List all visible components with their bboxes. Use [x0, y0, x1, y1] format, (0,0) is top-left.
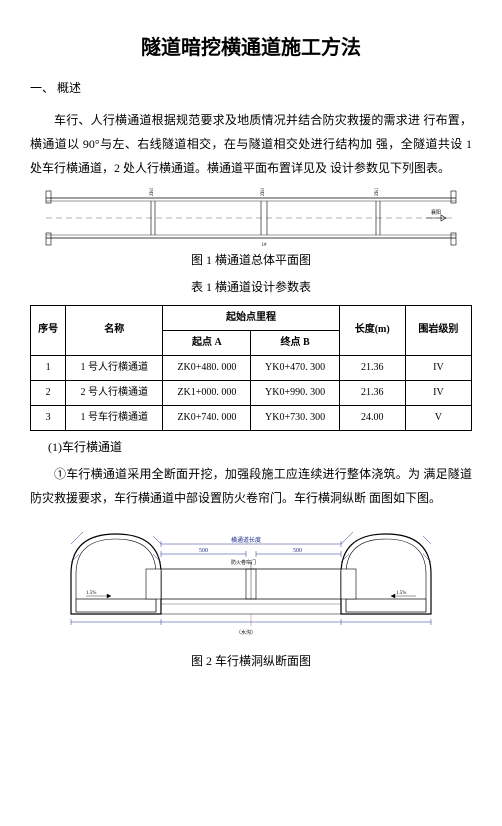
th-name: 名称 [66, 305, 163, 355]
cell-len: 24.00 [339, 405, 405, 430]
cell-len: 21.36 [339, 355, 405, 380]
cell-rock: V [405, 405, 471, 430]
plan-label-left: ZK0+480.000 [150, 188, 155, 196]
dim-mid-label: 横通道长度 [231, 536, 261, 544]
cell-rock: IV [405, 355, 471, 380]
cell-name: 1 号人行横通道 [66, 355, 163, 380]
cell-a: ZK0+480. 000 [163, 355, 251, 380]
parameter-table: 序号 名称 起始点里程 长度(m) 围岩级别 起点 A 终点 B 1 1 号人行… [30, 305, 472, 431]
cell-rock: IV [405, 380, 471, 405]
plan-label-right: ZK1+000.000 [375, 188, 380, 196]
cell-name: 1 号车行横通道 [66, 405, 163, 430]
cell-name: 2 号人行横通道 [66, 380, 163, 405]
document-title: 隧道暗挖横通道施工方法 [30, 30, 472, 66]
th-length: 长度(m) [339, 305, 405, 355]
th-rock: 围岩级别 [405, 305, 471, 355]
right-tunnel: 1.5% [341, 532, 431, 614]
slope-right-label: 1.5% [396, 591, 406, 596]
th-point-a: 起点 A [163, 330, 251, 355]
figure-2-caption: 图 2 车行横洞纵断面图 [30, 651, 472, 673]
figure-2-section-view: 1.5% 1.5% [30, 514, 472, 649]
th-point-b: 终点 B [251, 330, 339, 355]
drain-label: （水沟） [236, 629, 256, 636]
plan-label-mid: ZK0+740.000 [261, 188, 266, 196]
subheading-1: (1)车行横通道 [48, 437, 472, 459]
cell-idx: 3 [31, 405, 66, 430]
cell-b: YK0+730. 300 [251, 405, 339, 430]
table-row: 3 1 号车行横通道 ZK0+740. 000 YK0+730. 300 24.… [31, 405, 472, 430]
cell-a: ZK1+000. 000 [163, 380, 251, 405]
cell-b: YK0+470. 300 [251, 355, 339, 380]
cell-b: YK0+990. 300 [251, 380, 339, 405]
fire-door-label: 防火卷帘门 [231, 559, 256, 566]
table-1-caption: 表 1 横通道设计参数表 [30, 277, 472, 299]
table-body: 1 1 号人行横通道 ZK0+480. 000 YK0+470. 300 21.… [31, 355, 472, 430]
table-row: 1 1 号人行横通道 ZK0+480. 000 YK0+470. 300 21.… [31, 355, 472, 380]
dim-500-left: 500 [199, 548, 208, 554]
svg-text:1#: 1# [262, 243, 268, 248]
cell-idx: 1 [31, 355, 66, 380]
arrow-label: 襄阳 [431, 209, 441, 216]
table-row: 2 2 号人行横通道 ZK1+000. 000 YK0+990. 300 21.… [31, 380, 472, 405]
paragraph-2: ①车行横通道采用全断面开挖，加强段施工应连续进行整体浇筑。为 满足隧道防灾救援要… [30, 462, 472, 510]
cross-passage [161, 569, 341, 614]
cell-a: ZK0+740. 000 [163, 405, 251, 430]
figure-1-caption: 图 1 横通道总体平面图 [30, 250, 472, 272]
cell-idx: 2 [31, 380, 66, 405]
cell-len: 21.36 [339, 380, 405, 405]
figure-1-plan-view: 襄阳 ZK0+480.000 ZK0+740.000 ZK1+000.000 1… [30, 188, 472, 248]
left-tunnel: 1.5% [71, 532, 161, 614]
slope-left-label: 1.5% [86, 591, 96, 596]
paragraph-1: 车行、人行横通道根据规范要求及地质情况并结合防灾救援的需求进 行布置，横通道以 … [30, 108, 472, 180]
dim-500-right: 500 [293, 548, 302, 554]
th-spanning: 起始点里程 [163, 305, 339, 330]
th-idx: 序号 [31, 305, 66, 355]
section-1-heading: 一、 概述 [30, 78, 472, 100]
